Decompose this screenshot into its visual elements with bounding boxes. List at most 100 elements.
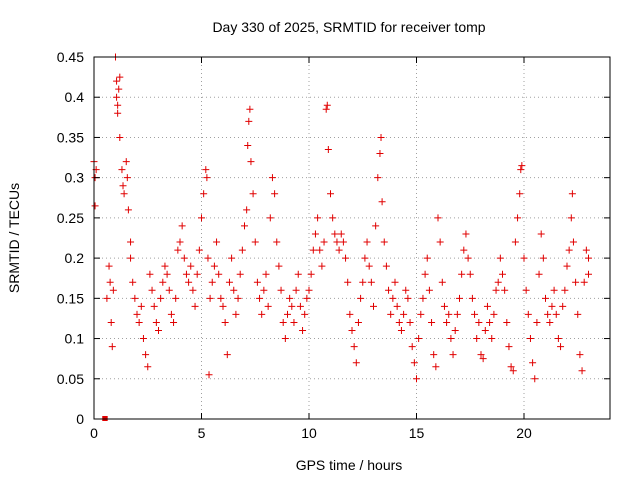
data-point bbox=[559, 302, 567, 310]
data-point bbox=[103, 294, 111, 302]
data-point bbox=[531, 375, 539, 383]
data-point bbox=[494, 278, 502, 286]
data-point bbox=[258, 310, 266, 318]
data-point bbox=[499, 270, 506, 278]
axis-ticks bbox=[93, 56, 610, 420]
data-point bbox=[387, 310, 395, 318]
data-point bbox=[106, 278, 114, 286]
data-point bbox=[567, 214, 575, 222]
data-point bbox=[243, 206, 251, 214]
data-point bbox=[296, 302, 304, 310]
data-point bbox=[377, 133, 385, 141]
data-point bbox=[127, 254, 135, 262]
data-point bbox=[123, 174, 131, 182]
data-point bbox=[447, 335, 455, 343]
data-point bbox=[466, 270, 474, 278]
data-point bbox=[529, 359, 537, 367]
data-point bbox=[518, 162, 526, 170]
data-point bbox=[159, 278, 167, 286]
data-point bbox=[329, 214, 337, 222]
data-point bbox=[120, 190, 128, 198]
plot-frame bbox=[93, 56, 611, 420]
data-point bbox=[146, 270, 154, 278]
data-point bbox=[415, 335, 423, 343]
data-point bbox=[114, 101, 122, 109]
data-point bbox=[397, 327, 405, 335]
data-point bbox=[348, 327, 356, 335]
data-point bbox=[380, 238, 388, 246]
data-point bbox=[150, 302, 158, 310]
data-point bbox=[314, 214, 322, 222]
data-point bbox=[247, 158, 255, 166]
data-point bbox=[471, 310, 479, 318]
data-point bbox=[389, 294, 397, 302]
data-point bbox=[223, 351, 231, 359]
data-point bbox=[286, 294, 294, 302]
data-point bbox=[167, 310, 175, 318]
data-point bbox=[425, 286, 433, 294]
data-point bbox=[357, 294, 365, 302]
data-point bbox=[507, 363, 515, 371]
data-point bbox=[262, 270, 270, 278]
data-point bbox=[370, 302, 377, 310]
data-point bbox=[202, 166, 210, 174]
data-point bbox=[205, 371, 213, 379]
data-point bbox=[327, 190, 334, 198]
data-point bbox=[569, 238, 577, 246]
data-point bbox=[316, 246, 324, 254]
data-point bbox=[537, 230, 545, 238]
data-point bbox=[115, 85, 123, 93]
data-point bbox=[391, 278, 399, 286]
data-point bbox=[144, 363, 152, 371]
data-point bbox=[217, 294, 225, 302]
data-point bbox=[354, 318, 362, 326]
data-point bbox=[109, 286, 117, 294]
data-point bbox=[557, 343, 565, 351]
data-point bbox=[367, 278, 375, 286]
data-point bbox=[172, 294, 180, 302]
data-point bbox=[524, 310, 532, 318]
data-point bbox=[568, 190, 576, 198]
data-point bbox=[449, 351, 457, 359]
data-point bbox=[305, 286, 313, 294]
data-point bbox=[193, 270, 201, 278]
data-point bbox=[350, 343, 358, 351]
data-point bbox=[260, 286, 268, 294]
data-point bbox=[505, 343, 513, 351]
data-point bbox=[253, 278, 261, 286]
x-tick-label: 0 bbox=[90, 425, 98, 441]
data-point bbox=[492, 286, 500, 294]
data-point bbox=[451, 327, 459, 335]
data-point bbox=[335, 246, 343, 254]
data-point bbox=[133, 310, 141, 318]
data-point bbox=[116, 133, 124, 141]
data-point bbox=[176, 238, 184, 246]
data-point bbox=[324, 146, 332, 154]
data-point bbox=[468, 294, 476, 302]
y-tick-label: 0.1 bbox=[65, 331, 85, 347]
y-tick-labels: 0 0.05 0.1 0.15 0.2 0.25 0.3 0.35 0.4 0.45 bbox=[57, 49, 84, 427]
x-tick-labels: 0 5 10 15 20 bbox=[90, 425, 532, 441]
data-point bbox=[473, 335, 481, 343]
data-point bbox=[246, 105, 254, 113]
data-point bbox=[576, 351, 584, 359]
data-point bbox=[413, 375, 420, 383]
y-tick-label: 0.3 bbox=[65, 170, 85, 186]
data-point bbox=[234, 294, 242, 302]
data-point bbox=[438, 278, 446, 286]
data-point bbox=[228, 254, 236, 262]
data-point bbox=[385, 286, 393, 294]
data-point bbox=[333, 238, 341, 246]
data-point bbox=[462, 230, 470, 238]
data-point bbox=[585, 270, 592, 278]
y-tick-label: 0.25 bbox=[57, 210, 84, 226]
data-point bbox=[372, 222, 380, 230]
data-point bbox=[294, 270, 302, 278]
y-tick-label: 0.35 bbox=[57, 129, 84, 145]
data-point bbox=[520, 254, 528, 262]
data-point bbox=[522, 286, 530, 294]
data-point bbox=[251, 238, 259, 246]
data-point bbox=[376, 150, 384, 158]
data-point bbox=[189, 286, 197, 294]
data-point bbox=[511, 238, 519, 246]
